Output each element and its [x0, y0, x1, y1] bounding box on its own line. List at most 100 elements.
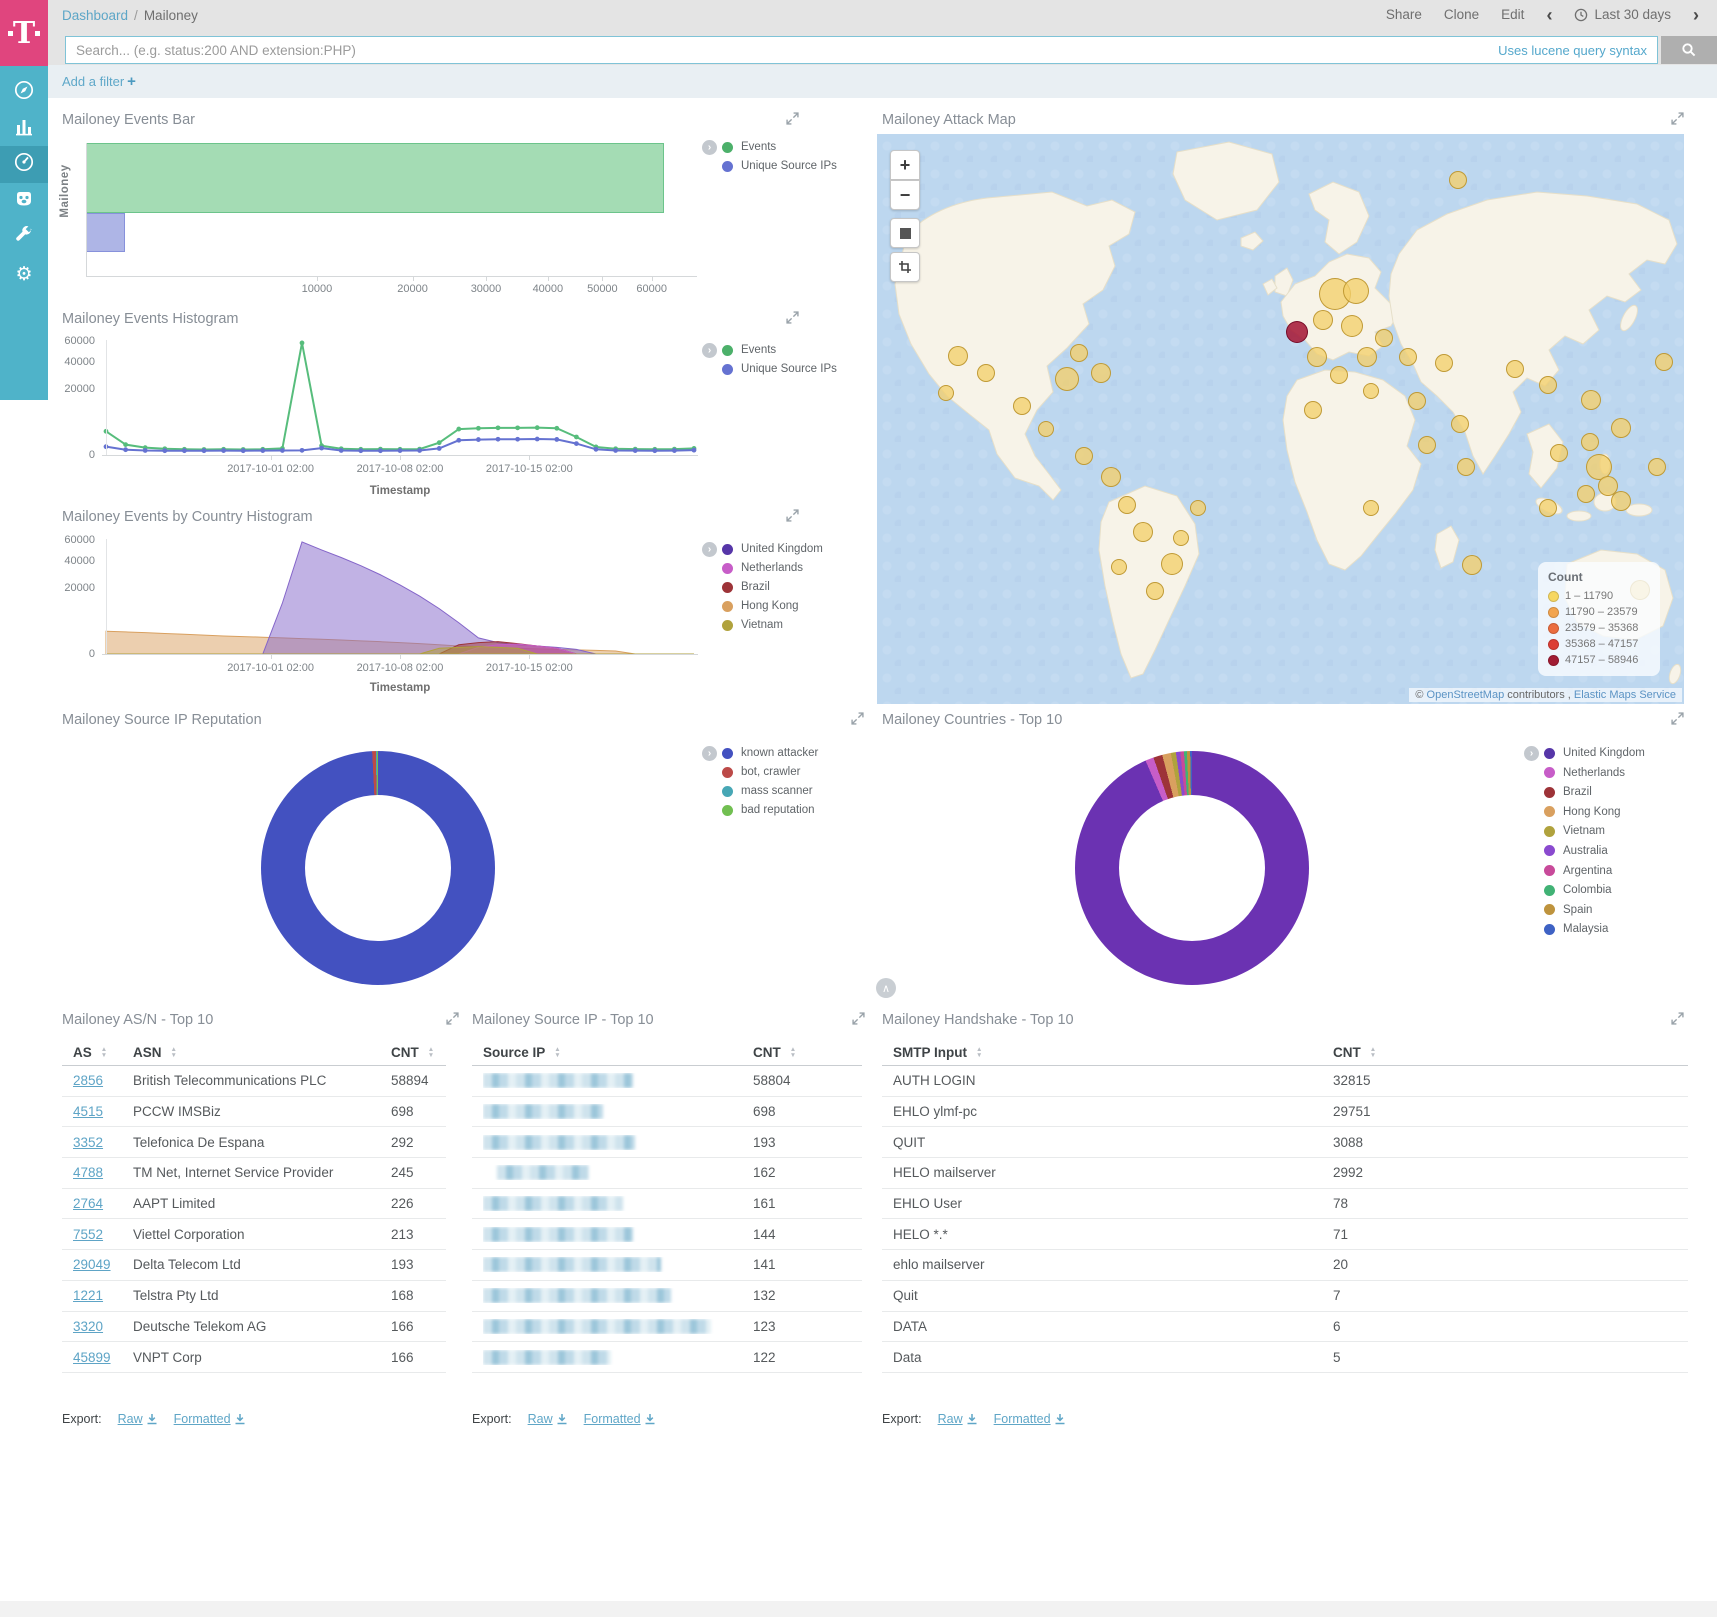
as-number-link[interactable]: 2764: [73, 1196, 104, 1212]
time-back-button[interactable]: ‹: [1546, 4, 1553, 25]
as-number-link[interactable]: 3352: [73, 1134, 104, 1150]
countries-legend-item[interactable]: Australia: [1544, 845, 1645, 857]
country-histogram-legend-item[interactable]: Hong Kong: [722, 600, 823, 612]
reputation-legend-item[interactable]: bad reputation: [722, 804, 818, 816]
country-histogram-legend-item[interactable]: Netherlands: [722, 562, 823, 574]
as-number-link[interactable]: 7552: [73, 1226, 104, 1242]
clone-button[interactable]: Clone: [1443, 7, 1480, 22]
events-histogram-legend-item[interactable]: Unique Source IPs: [722, 363, 837, 375]
events-histogram-expand-icon[interactable]: [786, 311, 799, 329]
country-histogram-legend-item[interactable]: Brazil: [722, 581, 823, 593]
as-number-link[interactable]: 2856: [73, 1073, 104, 1089]
sort-icon[interactable]: ▲ ▼: [554, 1046, 561, 1059]
column-header-cnt[interactable]: CNT ▲ ▼: [391, 1045, 435, 1060]
breadcrumb-dashboard-link[interactable]: Dashboard: [62, 8, 129, 23]
events-bar-events[interactable]: [86, 143, 665, 213]
reputation-legend-item[interactable]: bot, crawler: [722, 766, 818, 778]
countries-legend-item[interactable]: Vietnam: [1544, 825, 1645, 837]
column-header-as[interactable]: AS ▲ ▼: [73, 1045, 108, 1060]
country-histogram-legend-item[interactable]: United Kingdom: [722, 543, 823, 555]
as-number-link[interactable]: 3320: [73, 1318, 104, 1334]
countries-legend-item[interactable]: Brazil: [1544, 786, 1645, 798]
countries-donut-chart[interactable]: [1075, 751, 1309, 985]
export-raw-link[interactable]: Raw: [938, 1412, 978, 1426]
reputation-legend-toggle[interactable]: ›: [702, 746, 717, 761]
search-button[interactable]: [1661, 36, 1717, 64]
column-header-asn[interactable]: ASN ▲ ▼: [133, 1045, 177, 1060]
collapse-row-button[interactable]: ∧: [876, 978, 896, 998]
country-histogram-expand-icon[interactable]: [786, 509, 799, 527]
as-number-link[interactable]: 45899: [73, 1349, 111, 1365]
countries-legend-item[interactable]: Hong Kong: [1544, 806, 1645, 818]
sidebar-item-tpot-face[interactable]: [0, 183, 48, 220]
map-draw-filter-button[interactable]: [890, 252, 920, 282]
export-formatted-link[interactable]: Formatted: [994, 1412, 1066, 1426]
column-header-source-ip[interactable]: Source IP ▲ ▼: [483, 1045, 561, 1060]
column-header-smtp-input[interactable]: SMTP Input ▲ ▼: [893, 1045, 983, 1060]
search-input[interactable]: [66, 42, 1499, 58]
countries-legend-item[interactable]: Malaysia: [1544, 923, 1645, 935]
sort-icon[interactable]: ▲ ▼: [100, 1046, 108, 1059]
export-formatted-link[interactable]: Formatted: [174, 1412, 246, 1426]
events-bar-expand-icon[interactable]: [786, 112, 799, 130]
reputation-legend-item[interactable]: mass scanner: [722, 785, 818, 797]
country-histogram-legend-item[interactable]: Vietnam: [722, 619, 823, 631]
countries-legend-item[interactable]: Spain: [1544, 904, 1645, 916]
countries-legend-item[interactable]: Argentina: [1544, 865, 1645, 877]
events-bar-legend-item[interactable]: Events: [722, 141, 837, 153]
sort-icon[interactable]: ▲ ▼: [170, 1046, 177, 1059]
sort-icon[interactable]: ▲ ▼: [1369, 1046, 1377, 1059]
sidebar-item-dashboard-gauge[interactable]: [0, 146, 48, 183]
as-number-link[interactable]: 4515: [73, 1104, 104, 1120]
as-number-link[interactable]: 4788: [73, 1165, 104, 1181]
map-zoom-out-button[interactable]: −: [890, 180, 920, 210]
countries-legend-item[interactable]: Colombia: [1544, 884, 1645, 896]
sort-icon[interactable]: ▲ ▼: [427, 1046, 435, 1059]
reputation-donut-chart[interactable]: [261, 751, 495, 985]
countries-legend-toggle[interactable]: ›: [1524, 746, 1539, 761]
events-histogram-legend-item[interactable]: Events: [722, 344, 837, 356]
events-bar-legend-item[interactable]: Unique Source IPs: [722, 160, 837, 172]
export-formatted-link[interactable]: Formatted: [584, 1412, 656, 1426]
telekom-logo[interactable]: T: [0, 0, 48, 66]
map-fit-bounds-button[interactable]: [890, 218, 920, 248]
as-number-link[interactable]: 1221: [73, 1288, 104, 1304]
attack-map-expand-icon[interactable]: [1671, 112, 1684, 130]
add-filter-button[interactable]: Add a filter +: [62, 73, 136, 90]
sidebar-item-visualize-bar-chart[interactable]: [0, 111, 48, 148]
events-bar-unique-ips[interactable]: [86, 213, 126, 252]
export-raw-link[interactable]: Raw: [528, 1412, 568, 1426]
events-histogram-legend-toggle[interactable]: ›: [702, 343, 717, 358]
legend-dot: [1544, 845, 1555, 857]
reputation-donut-expand-icon[interactable]: [851, 712, 864, 730]
sidebar-item-discover-compass[interactable]: [0, 74, 48, 111]
column-header-cnt[interactable]: CNT ▲ ▼: [1333, 1045, 1377, 1060]
sort-icon[interactable]: ▲ ▼: [976, 1046, 983, 1059]
time-forward-button[interactable]: ›: [1693, 4, 1699, 25]
countries-legend-item[interactable]: United Kingdom: [1544, 747, 1645, 759]
osm-link[interactable]: OpenStreetMap: [1426, 689, 1505, 701]
column-header-cnt[interactable]: CNT ▲ ▼: [753, 1045, 797, 1060]
reputation-legend-item[interactable]: known attacker: [722, 747, 818, 759]
sourceip-table-expand-icon[interactable]: [852, 1012, 865, 1030]
sidebar-item-dev-tools-wrench[interactable]: [0, 219, 48, 256]
sort-icon[interactable]: ▲ ▼: [789, 1046, 797, 1059]
as-number-link[interactable]: 29049: [73, 1257, 111, 1273]
map-zoom-in-button[interactable]: +: [890, 150, 920, 180]
countries-legend-item[interactable]: Netherlands: [1544, 767, 1645, 779]
countries-donut-expand-icon[interactable]: [1671, 712, 1684, 730]
time-picker[interactable]: Last 30 days: [1574, 7, 1671, 22]
ems-link[interactable]: Elastic Maps Service: [1573, 689, 1676, 701]
share-button[interactable]: Share: [1385, 7, 1422, 22]
legend-label: Events: [741, 344, 777, 356]
lucene-syntax-link[interactable]: Uses lucene query syntax: [1498, 42, 1647, 58]
events-bar-legend-toggle[interactable]: ›: [702, 140, 717, 155]
handshake-table-expand-icon[interactable]: [1671, 1012, 1684, 1030]
edit-button[interactable]: Edit: [1501, 7, 1525, 22]
sidebar-item-management-gear[interactable]: ⚙: [0, 256, 48, 293]
table-row: Data 5: [882, 1342, 1688, 1373]
export-raw-link[interactable]: Raw: [118, 1412, 158, 1426]
country-histogram-legend-toggle[interactable]: ›: [702, 542, 717, 557]
attack-map[interactable]: + − Count 1 – 11790 11790 – 23579 23579 – …: [877, 134, 1684, 704]
asn-table-expand-icon[interactable]: [446, 1012, 459, 1030]
